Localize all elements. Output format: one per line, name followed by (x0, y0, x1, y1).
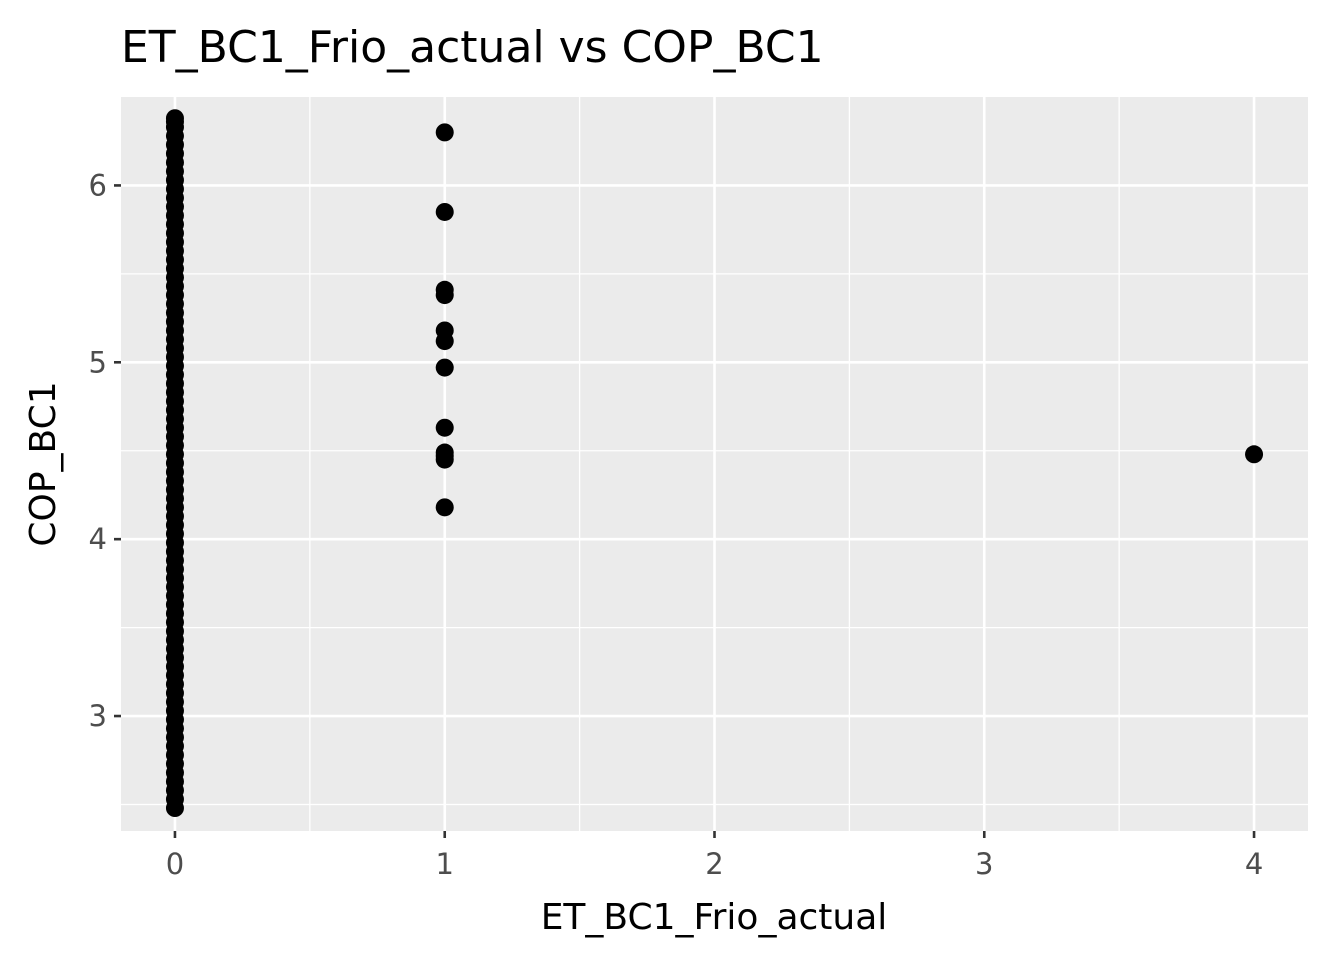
data-point (435, 450, 454, 469)
data-point (1245, 445, 1264, 464)
data-point (435, 418, 454, 437)
y-tick-label: 5 (89, 345, 107, 379)
x-tick-label: 2 (705, 847, 723, 881)
axis-ticks: 0 1 2 3 4 3 4 5 6 (89, 168, 1264, 881)
data-point (435, 358, 454, 377)
x-tick-label: 4 (1245, 847, 1263, 881)
x-tick-label: 3 (975, 847, 993, 881)
y-tick-label: 3 (89, 699, 107, 733)
y-tick-label: 6 (89, 168, 107, 202)
data-point (165, 112, 184, 131)
data-points (165, 109, 1264, 818)
chart-title: ET_BC1_Frio_actual vs COP_BC1 (121, 22, 824, 73)
data-point (435, 286, 454, 305)
y-axis-title: COP_BC1 (23, 381, 64, 546)
x-tick-label: 0 (166, 847, 184, 881)
x-axis-title: ET_BC1_Frio_actual (541, 897, 888, 938)
y-tick-label: 4 (89, 522, 107, 556)
data-point (435, 202, 454, 221)
x-tick-label: 1 (436, 847, 454, 881)
data-point (435, 123, 454, 142)
data-point (435, 332, 454, 351)
data-point (435, 498, 454, 517)
